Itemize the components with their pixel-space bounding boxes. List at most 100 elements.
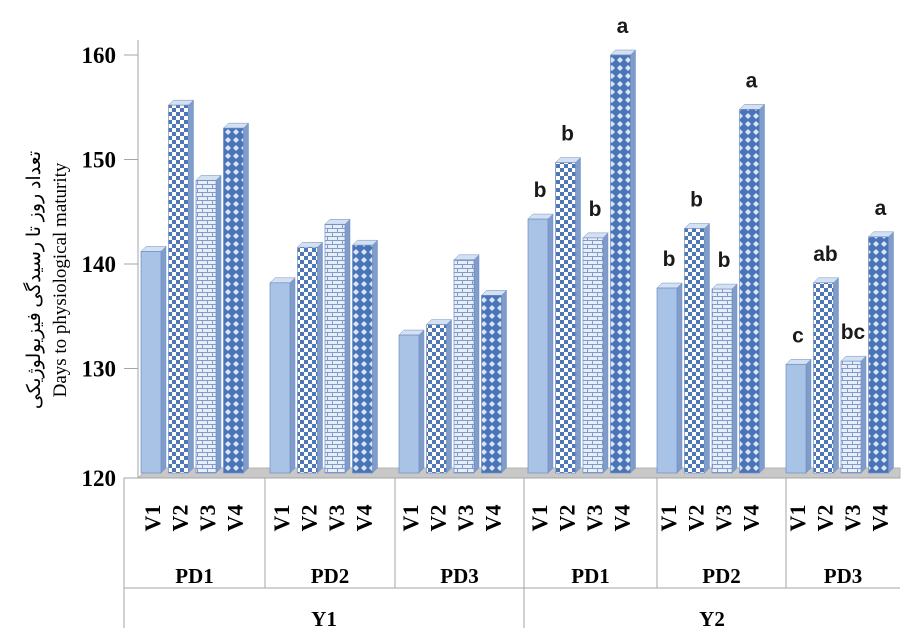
significance-letter: b — [561, 123, 574, 146]
bar — [813, 282, 834, 474]
variety-label: V4 — [481, 505, 506, 532]
bar — [527, 218, 549, 474]
variety-label: V1 — [656, 505, 681, 532]
y-tick-label: 130 — [82, 357, 117, 382]
variety-label: V1 — [398, 505, 423, 532]
y-tick-label: 160 — [82, 43, 117, 68]
bar — [453, 259, 475, 474]
variety-label: V4 — [223, 505, 248, 532]
bar-side — [317, 241, 323, 474]
bar — [785, 363, 807, 474]
bar-side — [630, 49, 636, 474]
variety-label: V1 — [269, 505, 294, 532]
planting-date-label: PD1 — [571, 564, 610, 588]
significance-letter: b — [663, 248, 676, 271]
variety-label: V2 — [555, 505, 580, 532]
bar — [610, 54, 631, 474]
variety-label: V3 — [324, 505, 349, 532]
bar-side — [473, 254, 480, 474]
significance-letter: b — [589, 198, 602, 221]
bar — [352, 244, 373, 474]
y-tick-label: 140 — [82, 252, 117, 277]
bar-side — [833, 277, 839, 474]
variety-label: V2 — [684, 505, 709, 532]
variety-label: V2 — [426, 505, 451, 532]
bar-side — [446, 319, 452, 474]
bar — [398, 334, 420, 474]
y-axis-title-fa: تعداد روز تا رسیدگی فیزیولوژیکی — [22, 151, 45, 409]
planting-date-label: PD3 — [440, 564, 479, 588]
bar-side — [676, 282, 683, 474]
year-label: Y1 — [311, 607, 337, 628]
bar-side — [501, 289, 507, 474]
variety-label: V3 — [195, 505, 220, 532]
planting-date-label: PD3 — [824, 564, 863, 588]
y-tick-label: 120 — [82, 466, 117, 491]
planting-date-label: PD2 — [702, 564, 741, 588]
bar — [223, 127, 244, 474]
year-label: Y2 — [699, 607, 725, 628]
variety-label: V1 — [785, 505, 810, 532]
bar — [140, 251, 162, 474]
variety-label: V2 — [297, 505, 322, 532]
variety-label: V3 — [453, 505, 478, 532]
significance-letter: ab — [813, 243, 838, 266]
bar-side — [372, 239, 378, 474]
bar-side — [188, 99, 194, 474]
bar-side — [888, 231, 894, 474]
bar — [324, 223, 346, 474]
significance-letter: a — [875, 197, 887, 220]
variety-label: V1 — [527, 505, 552, 532]
bar — [684, 228, 705, 474]
significance-letter: a — [746, 69, 758, 92]
bar — [297, 246, 318, 474]
significance-letter: b — [690, 188, 703, 211]
bar-side — [759, 103, 765, 474]
variety-label: V3 — [582, 505, 607, 532]
bar-side — [215, 174, 222, 474]
variety-label: V2 — [813, 505, 838, 532]
bar — [426, 324, 447, 474]
planting-date-label: PD1 — [175, 564, 214, 588]
variety-label: V1 — [140, 505, 165, 532]
bar — [168, 104, 189, 474]
bar — [195, 180, 217, 474]
bar — [739, 108, 760, 474]
bar — [840, 360, 862, 474]
bar-side — [575, 157, 581, 474]
bar — [555, 162, 576, 474]
variety-label: V2 — [168, 505, 193, 532]
bar-side — [289, 277, 296, 474]
y-tick-label: 150 — [82, 148, 117, 173]
planting-date-label: PD2 — [311, 564, 350, 588]
bar — [868, 236, 889, 474]
bar — [582, 237, 604, 474]
variety-label: V3 — [711, 505, 736, 532]
variety-label: V3 — [840, 505, 865, 532]
bar-side — [243, 122, 249, 474]
bar — [711, 288, 733, 474]
significance-letter: b — [534, 179, 547, 202]
variety-label: V4 — [739, 505, 764, 532]
variety-label: V4 — [610, 505, 635, 532]
bar-side — [344, 218, 351, 474]
bar — [481, 295, 502, 474]
bar-side — [805, 358, 812, 474]
variety-label: V4 — [868, 505, 893, 532]
bar — [656, 287, 678, 474]
bar-side — [602, 232, 609, 474]
significance-letter: c — [792, 324, 804, 347]
bar — [269, 282, 291, 474]
bar-side — [418, 329, 425, 474]
bar-side — [160, 245, 167, 474]
y-axis-title: Days to physiological maturity — [50, 162, 71, 397]
significance-letter: a — [617, 15, 629, 38]
bar-side — [704, 222, 710, 474]
bar-side — [547, 213, 554, 474]
bar-side — [731, 283, 738, 474]
variety-label: V4 — [352, 505, 377, 532]
significance-letter: bc — [841, 321, 866, 344]
bar-side — [860, 355, 867, 474]
significance-letter: b — [718, 249, 731, 272]
